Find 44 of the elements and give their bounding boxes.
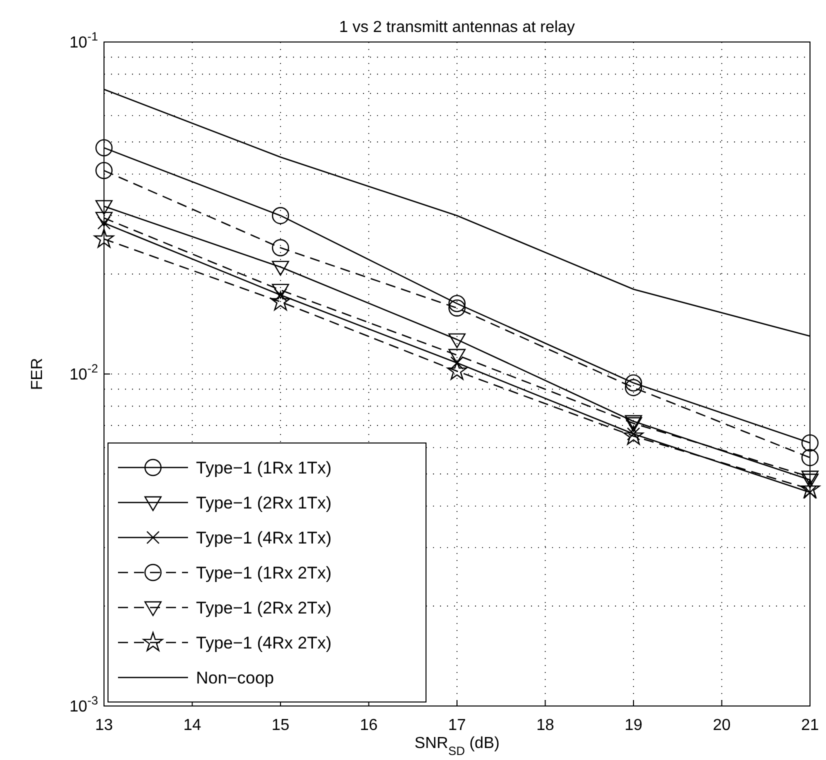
point bbox=[95, 162, 113, 180]
x-tick-label: 16 bbox=[360, 717, 378, 734]
legend-label: Type−1 (2Rx 1Tx) bbox=[196, 493, 332, 512]
x-tick-label: 17 bbox=[448, 717, 466, 734]
point bbox=[95, 200, 113, 215]
legend-label: Type−1 (4Rx 1Tx) bbox=[196, 528, 332, 548]
x-tick-label: 13 bbox=[95, 717, 113, 734]
point bbox=[272, 206, 290, 224]
y-axis-title: FER bbox=[29, 358, 46, 390]
legend-label: Type−1 (1Rx 2Tx) bbox=[196, 563, 332, 582]
x-tick-label: 18 bbox=[536, 717, 554, 734]
point bbox=[446, 360, 468, 380]
point bbox=[448, 348, 466, 364]
point bbox=[624, 379, 642, 396]
point bbox=[800, 478, 820, 498]
point bbox=[272, 239, 290, 256]
point bbox=[623, 426, 644, 445]
point bbox=[95, 212, 113, 227]
point bbox=[448, 299, 466, 317]
point bbox=[801, 434, 819, 452]
x-tick-label: 14 bbox=[183, 717, 202, 734]
point bbox=[272, 260, 290, 276]
x-tick-label: 20 bbox=[712, 717, 731, 734]
x-tick-label: 21 bbox=[801, 717, 819, 734]
point bbox=[624, 374, 642, 392]
point bbox=[272, 284, 290, 299]
x-axis-title: SNR$_{SD}$ (dB) bbox=[414, 735, 500, 758]
point bbox=[448, 294, 466, 312]
y-tick-label: 10$^{-2}$ bbox=[70, 362, 98, 384]
point bbox=[94, 228, 114, 248]
chart-title: 1 vs 2 transmitt antennas at relay bbox=[339, 19, 575, 36]
y-tick-label: 10$^{-1}$ bbox=[70, 30, 98, 52]
legend-label: Type−1 (4Rx 2Tx) bbox=[196, 633, 332, 652]
x-tick-label: 19 bbox=[624, 717, 642, 734]
point bbox=[448, 333, 466, 348]
legend-label: Non−coop bbox=[196, 668, 274, 688]
point bbox=[95, 139, 113, 156]
x-tick-label: 15 bbox=[272, 717, 290, 734]
point bbox=[270, 291, 291, 310]
y-tick-label: 10$^{-3}$ bbox=[70, 694, 98, 716]
legend-label: Type−1 (1Rx 1Tx) bbox=[196, 458, 332, 478]
legend-label: Type−1 (2Rx 2Tx) bbox=[196, 598, 332, 618]
point bbox=[801, 449, 819, 466]
point bbox=[801, 470, 819, 486]
